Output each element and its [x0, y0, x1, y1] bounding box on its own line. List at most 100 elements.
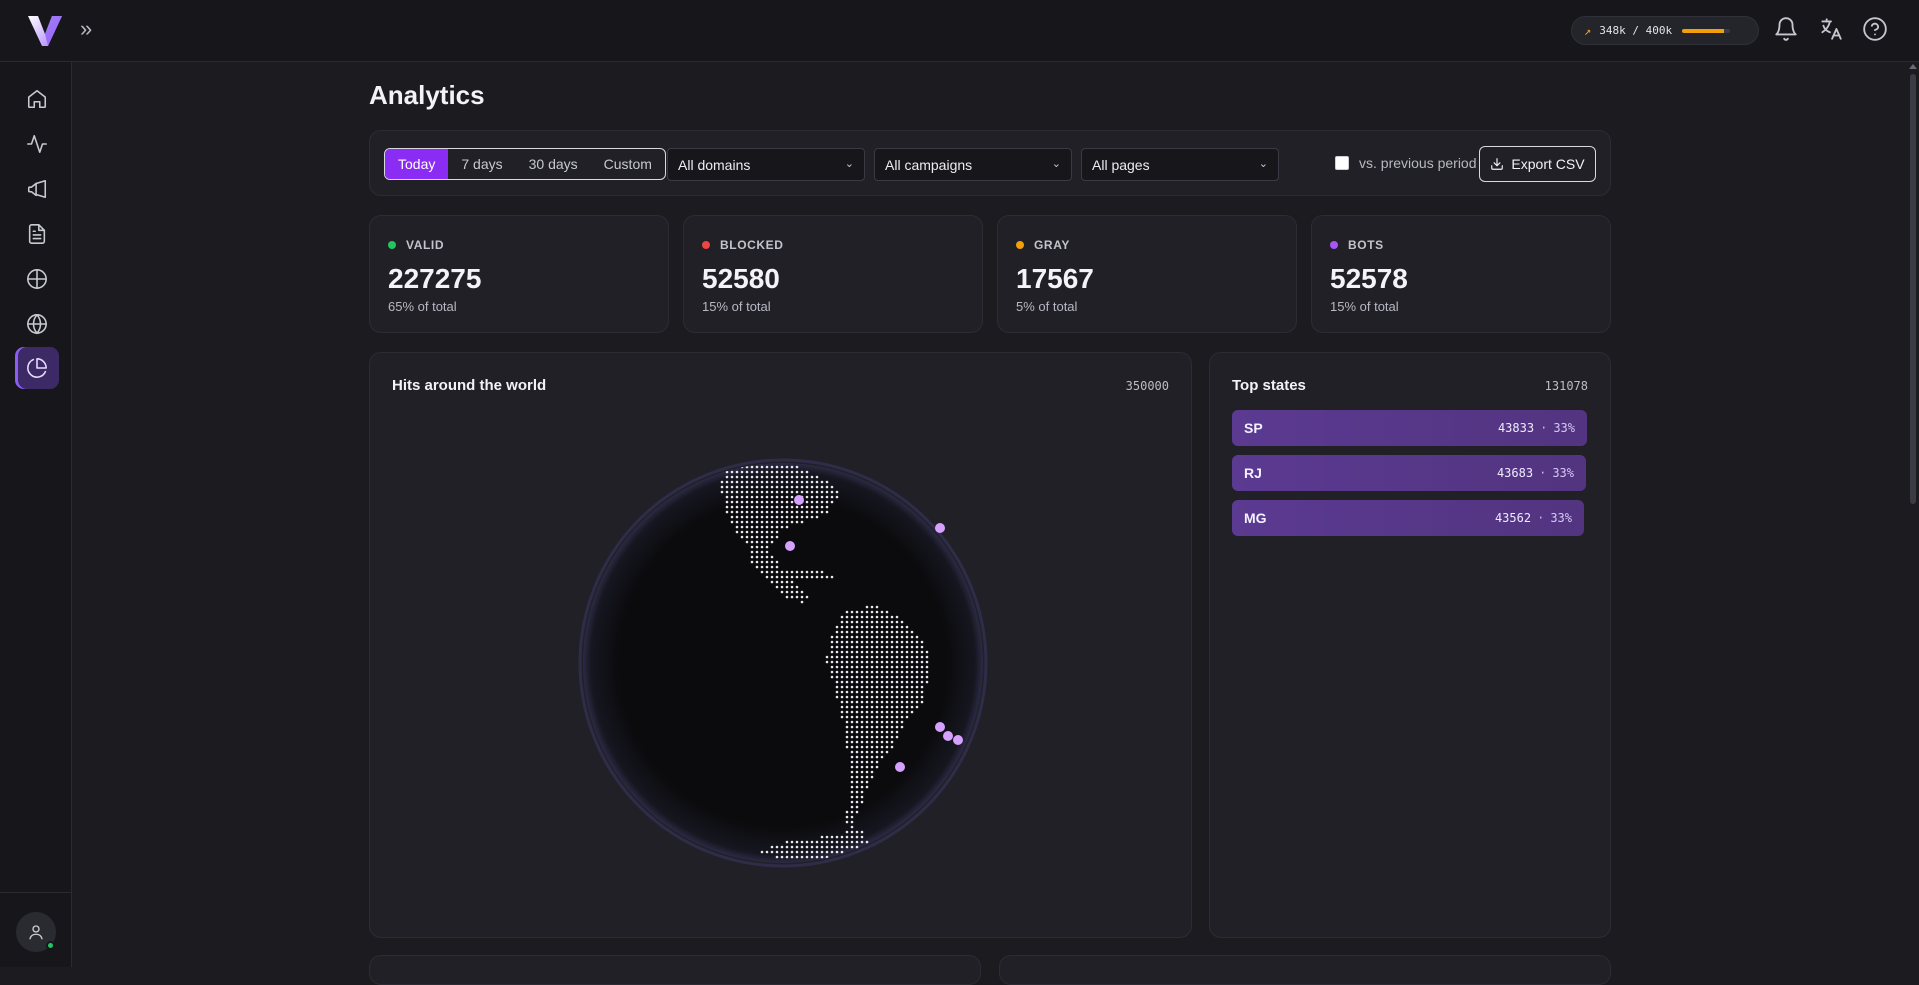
land-dot — [820, 845, 824, 849]
scroll-up-arrow[interactable] — [1909, 64, 1917, 69]
land-dot — [770, 540, 774, 544]
land-dot — [915, 655, 919, 659]
nav-pages[interactable] — [15, 213, 59, 255]
land-dot — [780, 575, 784, 579]
land-dot — [725, 495, 729, 499]
range-7-days-button[interactable]: 7 days — [461, 156, 503, 172]
land-dot — [840, 660, 844, 664]
land-dot — [840, 615, 844, 619]
translate-icon[interactable] — [1818, 16, 1844, 42]
land-dot — [920, 660, 924, 664]
land-dot — [875, 700, 879, 704]
land-dot — [865, 705, 869, 709]
land-dot — [785, 505, 789, 509]
bell-icon[interactable] — [1773, 16, 1799, 42]
state-row-sp[interactable]: SP 43833 · 33% — [1232, 410, 1587, 446]
land-dot — [920, 665, 924, 669]
hit-marker[interactable] — [935, 722, 945, 732]
land-dot — [770, 555, 774, 559]
expand-sidebar-icon[interactable]: » — [80, 16, 93, 41]
state-row-mg[interactable]: MG 43562 · 33% — [1232, 500, 1584, 536]
hit-marker[interactable] — [935, 523, 945, 533]
land-dot — [845, 615, 849, 619]
hit-marker[interactable] — [794, 495, 804, 505]
land-dot — [840, 695, 844, 699]
land-dot — [910, 695, 914, 699]
state-row-rj[interactable]: RJ 43683 · 33% — [1232, 455, 1586, 491]
land-dot — [910, 655, 914, 659]
land-dot — [855, 785, 859, 789]
land-dot — [775, 505, 779, 509]
campaign-select[interactable]: All campaigns ⌄ — [874, 148, 1072, 181]
land-dot — [895, 710, 899, 714]
land-dot — [755, 470, 759, 474]
hit-marker[interactable] — [953, 735, 963, 745]
land-dot — [870, 680, 874, 684]
land-dot — [855, 680, 859, 684]
land-dot — [915, 685, 919, 689]
nav-home[interactable] — [15, 78, 59, 120]
land-dot — [835, 845, 839, 849]
land-dot — [895, 730, 899, 734]
hit-marker[interactable] — [943, 731, 953, 741]
land-dot — [900, 660, 904, 664]
land-dot — [860, 635, 864, 639]
export-csv-button[interactable]: Export CSV — [1479, 146, 1596, 182]
land-dot — [755, 490, 759, 494]
land-dot — [880, 690, 884, 694]
land-dot — [915, 665, 919, 669]
land-dot — [895, 700, 899, 704]
land-dot — [905, 655, 909, 659]
land-dot — [860, 705, 864, 709]
hit-marker[interactable] — [895, 762, 905, 772]
brand-logo[interactable] — [26, 14, 64, 48]
usage-indicator[interactable]: ↗ 348k / 400k — [1571, 16, 1759, 45]
land-dot — [760, 530, 764, 534]
land-dot — [925, 675, 929, 679]
page-title: Analytics — [369, 80, 485, 110]
land-dot — [870, 775, 874, 779]
nav-activity[interactable] — [15, 123, 59, 165]
land-dot — [740, 525, 744, 529]
hit-marker[interactable] — [785, 541, 795, 551]
land-dot — [900, 640, 904, 644]
land-dot — [880, 625, 884, 629]
range-today-button[interactable]: Today — [385, 149, 449, 179]
land-dot — [855, 800, 859, 804]
land-dot — [850, 730, 854, 734]
nav-targeting[interactable] — [15, 258, 59, 300]
scrollbar-thumb[interactable] — [1910, 74, 1916, 504]
nav-domains[interactable] — [15, 303, 59, 345]
land-dot — [730, 485, 734, 489]
land-dot — [755, 565, 759, 569]
land-dot — [880, 730, 884, 734]
range-30-days-button[interactable]: 30 days — [528, 156, 578, 172]
page-select[interactable]: All pages ⌄ — [1081, 148, 1279, 181]
land-dot — [745, 475, 749, 479]
land-dot — [855, 610, 859, 614]
world-globe[interactable] — [578, 458, 988, 868]
help-icon[interactable] — [1862, 16, 1888, 42]
nav-analytics[interactable] — [15, 347, 59, 389]
land-dot — [840, 840, 844, 844]
land-dot — [805, 595, 809, 599]
land-dot — [860, 685, 864, 689]
domain-select[interactable]: All domains ⌄ — [667, 148, 865, 181]
land-dot — [735, 505, 739, 509]
compare-toggle[interactable]: vs. previous period — [1335, 155, 1477, 171]
land-dot — [875, 750, 879, 754]
land-dot — [845, 705, 849, 709]
range-custom-button[interactable]: Custom — [603, 156, 652, 172]
land-dot — [890, 745, 894, 749]
land-dot — [925, 680, 929, 684]
nav-campaigns[interactable] — [15, 168, 59, 210]
land-dot — [885, 700, 889, 704]
land-dot — [810, 575, 814, 579]
land-dot — [870, 770, 874, 774]
user-avatar[interactable] — [16, 912, 56, 952]
land-dot — [860, 730, 864, 734]
compare-checkbox[interactable] — [1335, 156, 1349, 170]
land-dot — [775, 525, 779, 529]
stat-label: BOTS — [1348, 238, 1384, 252]
land-dot — [865, 770, 869, 774]
